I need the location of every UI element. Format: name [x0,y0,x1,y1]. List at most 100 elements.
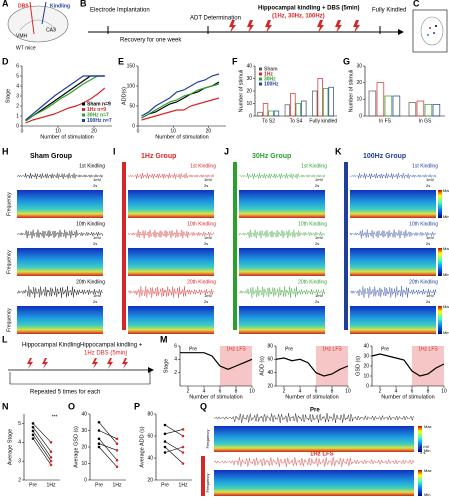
point [163,423,167,427]
point [31,425,35,429]
colorbar-label: Min [424,448,430,453]
bar [408,102,417,117]
bar [257,111,263,117]
brain-section [412,9,448,53]
y-tick-label: 100 [127,83,136,89]
spectrogram [239,190,325,218]
group-title: 1Hz Group [141,153,176,160]
series-line [164,446,184,464]
panel-letter: K [335,146,342,156]
kindling-label: 1st Kindling [301,163,327,169]
scale-label: 2s [426,183,430,188]
stim-bar [344,162,348,330]
scale-label: 2s [315,183,319,188]
point [163,445,167,449]
x-tick-label: 1Hz [113,482,122,488]
bar [424,103,433,117]
step: Fully Kindled [372,8,406,14]
y-tick-label: 40 [267,370,273,376]
kindling-label: 10th Kindling [76,221,105,227]
legend-swatch [82,102,85,106]
kindling-label: 20th Kindling [187,279,216,285]
point [163,451,167,454]
axis-label: Frequency [6,250,12,274]
protocol-text: Hippocampal kindling + [80,343,143,349]
y-tick-label: 40 [147,455,153,461]
series-line [25,75,105,122]
x-tick-label: Pre [95,482,103,488]
y-tick-label: 150 [127,63,136,69]
bar [384,95,393,117]
y-tick-label: 20 [81,444,87,450]
y-axis-label: GSD (s) [355,356,361,376]
y-axis-label: ADD (s) [259,356,265,376]
spectrogram [128,190,214,218]
scale-label: 1mV [315,293,324,298]
series-line [371,353,445,377]
spectrogram [17,306,103,334]
legend-label: 100Hz n=7 [87,118,112,124]
panel-letter: O [68,401,75,411]
panel-letter: I [113,146,116,156]
y-tick-label: 2 [16,103,19,109]
y-tick-label: 50 [129,103,135,109]
colorbar-label: Min [443,272,449,277]
x-tick-label: 1Hz [179,482,188,488]
y-tick-label: 0 [366,383,369,389]
y-tick-label: 1 [16,113,19,119]
scale-label: 2s [93,299,97,304]
series-line [25,75,105,121]
point [49,450,53,454]
series-line [32,434,52,462]
x-tick-label: 8 [427,388,430,394]
legend-swatch [259,77,262,81]
protocol-text: Hippocampal Kindling [22,343,80,349]
x-tick-label: 20 [91,128,97,134]
y-tick-label: 2 [174,370,177,376]
y-axis-label: Stage [163,359,169,373]
x-tick-label: 10 [441,388,447,394]
x-tick-label: In GS [419,118,432,124]
panel-letter: L [2,334,8,344]
spectrogram [17,248,103,276]
y-axis-label: Stage [5,89,11,103]
group-title: 30Hz Group [252,153,291,160]
y-tick-label: 0 [84,477,87,483]
panel-letter: B [80,0,87,8]
x-tick-label: 10 [249,388,255,394]
x-tick-label: 4 [203,388,206,394]
group-title: 100Hz Group [363,153,406,160]
colorbar-label: Max [424,468,432,473]
panel-letter: G [343,56,350,66]
bar [295,103,301,117]
eeg-trace [349,286,437,298]
colorbar [438,190,442,218]
x-tick-label: 2 [379,388,382,394]
scale-label: 1mV [204,235,213,240]
x-tick-label: Pre [161,482,169,488]
annotation: Pre [285,346,293,352]
y-tick-label: 40 [363,343,369,349]
series-line [141,73,220,117]
scale-label: 1mV [426,177,435,182]
scale-label: 1mV [315,235,324,240]
y-tick-label: 10 [246,101,252,107]
series-line [98,443,118,451]
x-tick-label: 4 [395,388,398,394]
series-line [98,430,118,440]
step: (1Hz, 30Hz, 100Hz) [272,14,325,20]
y-tick-label: 40 [246,63,252,69]
protocol-text: Repeated 5 times for each [30,390,100,396]
point [181,428,185,431]
y-tick-label: 20 [356,80,362,86]
axis-label: Frequency [6,308,12,332]
y-tick-label: 30 [356,63,362,69]
y-tick-label: 10 [363,373,369,379]
y-tick-label: 30 [81,428,87,434]
y-axis-label: Number of stimuli [238,70,244,113]
kindling-label: 20th Kindling [298,279,327,285]
legend-label: 1Hz [264,71,273,77]
eeg-trace [238,229,326,239]
point [97,445,101,449]
colorbar-label: Max [443,246,449,251]
